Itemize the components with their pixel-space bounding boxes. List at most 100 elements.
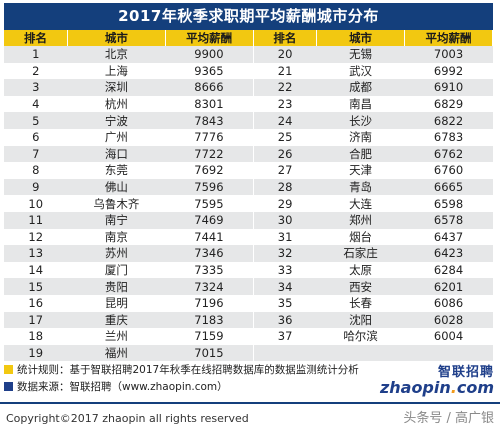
cell-salary-2: 6437 bbox=[433, 229, 464, 244]
logo-en-main: zhaopin bbox=[379, 378, 451, 397]
table-row: 10 乌鲁木齐 7595 29 大连 6598 bbox=[4, 195, 493, 212]
cell-salary: 9365 bbox=[194, 63, 224, 78]
cell-rank-2: 33 bbox=[252, 261, 317, 279]
cell-salary: 8301 bbox=[194, 97, 224, 112]
watermark-text: 头条号 / 高广银 bbox=[403, 411, 494, 426]
cell-rank: 8 bbox=[32, 163, 40, 178]
logo-en-tail: com bbox=[456, 378, 494, 397]
cell-salary-2: 6992 bbox=[433, 63, 464, 78]
cell-rank-2: 27 bbox=[252, 162, 317, 179]
cell-city-2: 烟台 bbox=[349, 229, 373, 244]
cell-city: 广州 bbox=[104, 130, 128, 145]
cell-rank-2 bbox=[252, 344, 317, 362]
cell-city-2: 天津 bbox=[349, 163, 373, 178]
cell-salary-2: 6783 bbox=[433, 130, 464, 145]
cell-rank-2: 20 bbox=[252, 46, 317, 63]
cell-rank: 16 bbox=[28, 296, 44, 311]
cell-rank: 11 bbox=[4, 211, 68, 229]
cell-city: 苏州 bbox=[67, 245, 166, 262]
cell-salary: 8666 bbox=[165, 79, 254, 96]
cell-rank: 19 bbox=[4, 344, 68, 362]
cell-rank-2: 31 bbox=[252, 228, 317, 246]
logo-cn-text: 智联招聘 bbox=[437, 365, 494, 380]
cell-salary-2: 6598 bbox=[433, 196, 464, 211]
cell-salary-2: 6822 bbox=[404, 112, 493, 129]
cell-city: 深圳 bbox=[67, 79, 166, 96]
logo-en-dot: . bbox=[450, 378, 457, 397]
cell-salary-2: 6760 bbox=[433, 163, 464, 178]
table-row: 18 兰州 7159 37 哈尔滨 6004 bbox=[4, 328, 493, 345]
cell-salary: 7346 bbox=[165, 245, 254, 262]
table-row: 11 南宁 7469 30 郑州 6578 bbox=[4, 211, 493, 229]
cell-salary-2: 6762 bbox=[404, 145, 493, 163]
cell-rank-2: 21 bbox=[252, 62, 317, 80]
header-rank: 排名 bbox=[4, 30, 68, 46]
cell-city: 重庆 bbox=[67, 311, 166, 329]
cell-city: 昆明 bbox=[104, 296, 128, 311]
cell-salary-2: 6829 bbox=[433, 97, 464, 112]
table-row: 16 昆明 7196 35 长春 6086 bbox=[4, 294, 493, 312]
cell-city-2: 哈尔滨 bbox=[343, 329, 378, 344]
cell-city-2: 青岛 bbox=[316, 178, 405, 196]
cell-rank: 6 bbox=[32, 130, 40, 145]
header-salary-2: 平均薪酬 bbox=[404, 30, 493, 46]
cell-rank-2: 25 bbox=[252, 128, 317, 146]
yellow-square-icon bbox=[4, 365, 13, 374]
cell-city: 乌鲁木齐 bbox=[93, 196, 140, 211]
cell-city-2: 武汉 bbox=[349, 63, 373, 78]
cell-rank: 1 bbox=[4, 46, 68, 63]
cell-city-2: 南昌 bbox=[349, 97, 373, 112]
table-row: 7 海口 7722 26 合肥 6762 bbox=[4, 145, 493, 163]
cell-city: 东莞 bbox=[104, 163, 128, 178]
cell-salary: 7159 bbox=[194, 329, 224, 344]
cell-city-2: 西安 bbox=[316, 278, 405, 295]
table-row: 9 佛山 7596 28 青岛 6665 bbox=[4, 178, 493, 196]
cell-city: 海口 bbox=[67, 145, 166, 163]
source-note: 数据来源：智联招聘（www.zhaopin.com） bbox=[4, 378, 359, 395]
cell-rank: 12 bbox=[28, 229, 44, 244]
cell-city-2: 石家庄 bbox=[316, 245, 405, 262]
table-row: 8 东莞 7692 27 天津 6760 bbox=[4, 162, 493, 179]
cell-city: 厦门 bbox=[104, 263, 128, 278]
cell-rank: 4 bbox=[32, 97, 40, 112]
cell-rank: 18 bbox=[28, 329, 44, 344]
cell-rank: 7 bbox=[4, 145, 68, 163]
cell-salary-2: 6086 bbox=[433, 296, 464, 311]
cell-rank-2: 30 bbox=[252, 211, 317, 229]
cell-city-2: 长沙 bbox=[316, 112, 405, 129]
footer: Copyright©2017 zhaopin all rights reserv… bbox=[0, 402, 500, 435]
cell-rank-2: 26 bbox=[252, 145, 317, 163]
table-row: 6 广州 7776 25 济南 6783 bbox=[4, 128, 493, 146]
cell-city-2: 长春 bbox=[349, 296, 373, 311]
cell-salary: 7843 bbox=[165, 112, 254, 129]
cell-city-2: 济南 bbox=[349, 130, 373, 145]
cell-salary: 7469 bbox=[165, 211, 254, 229]
cell-city-2: 大连 bbox=[349, 196, 373, 211]
cell-city: 福州 bbox=[67, 344, 166, 362]
cell-rank: 9 bbox=[4, 178, 68, 196]
cell-rank-2: 34 bbox=[252, 278, 317, 295]
cell-salary: 9900 bbox=[165, 46, 254, 63]
table-row: 3 深圳 8666 22 成都 6910 bbox=[4, 79, 493, 96]
table-row: 14 厦门 7335 33 太原 6284 bbox=[4, 261, 493, 279]
cell-city: 上海 bbox=[104, 63, 128, 78]
cell-salary-2 bbox=[404, 344, 493, 362]
cell-city: 南宁 bbox=[67, 211, 166, 229]
cell-city: 宁波 bbox=[67, 112, 166, 129]
cell-rank-2: 24 bbox=[252, 112, 317, 129]
cell-salary: 7015 bbox=[165, 344, 254, 362]
cell-salary-2: 6004 bbox=[433, 329, 464, 344]
cell-city-2: 沈阳 bbox=[316, 311, 405, 329]
cell-city-2: 太原 bbox=[349, 263, 373, 278]
cell-city-2 bbox=[316, 344, 405, 362]
cell-rank-2: 29 bbox=[252, 195, 317, 212]
cell-rank: 10 bbox=[28, 196, 44, 211]
cell-salary-2: 6284 bbox=[433, 263, 464, 278]
cell-rank: 14 bbox=[28, 263, 44, 278]
cell-rank: 15 bbox=[4, 278, 68, 295]
table-row: 19 福州 7015 bbox=[4, 344, 493, 362]
cell-city-2: 郑州 bbox=[316, 211, 405, 229]
cell-rank-2: 23 bbox=[252, 95, 317, 113]
cell-salary-2: 6028 bbox=[404, 311, 493, 329]
cell-city: 北京 bbox=[67, 46, 166, 63]
